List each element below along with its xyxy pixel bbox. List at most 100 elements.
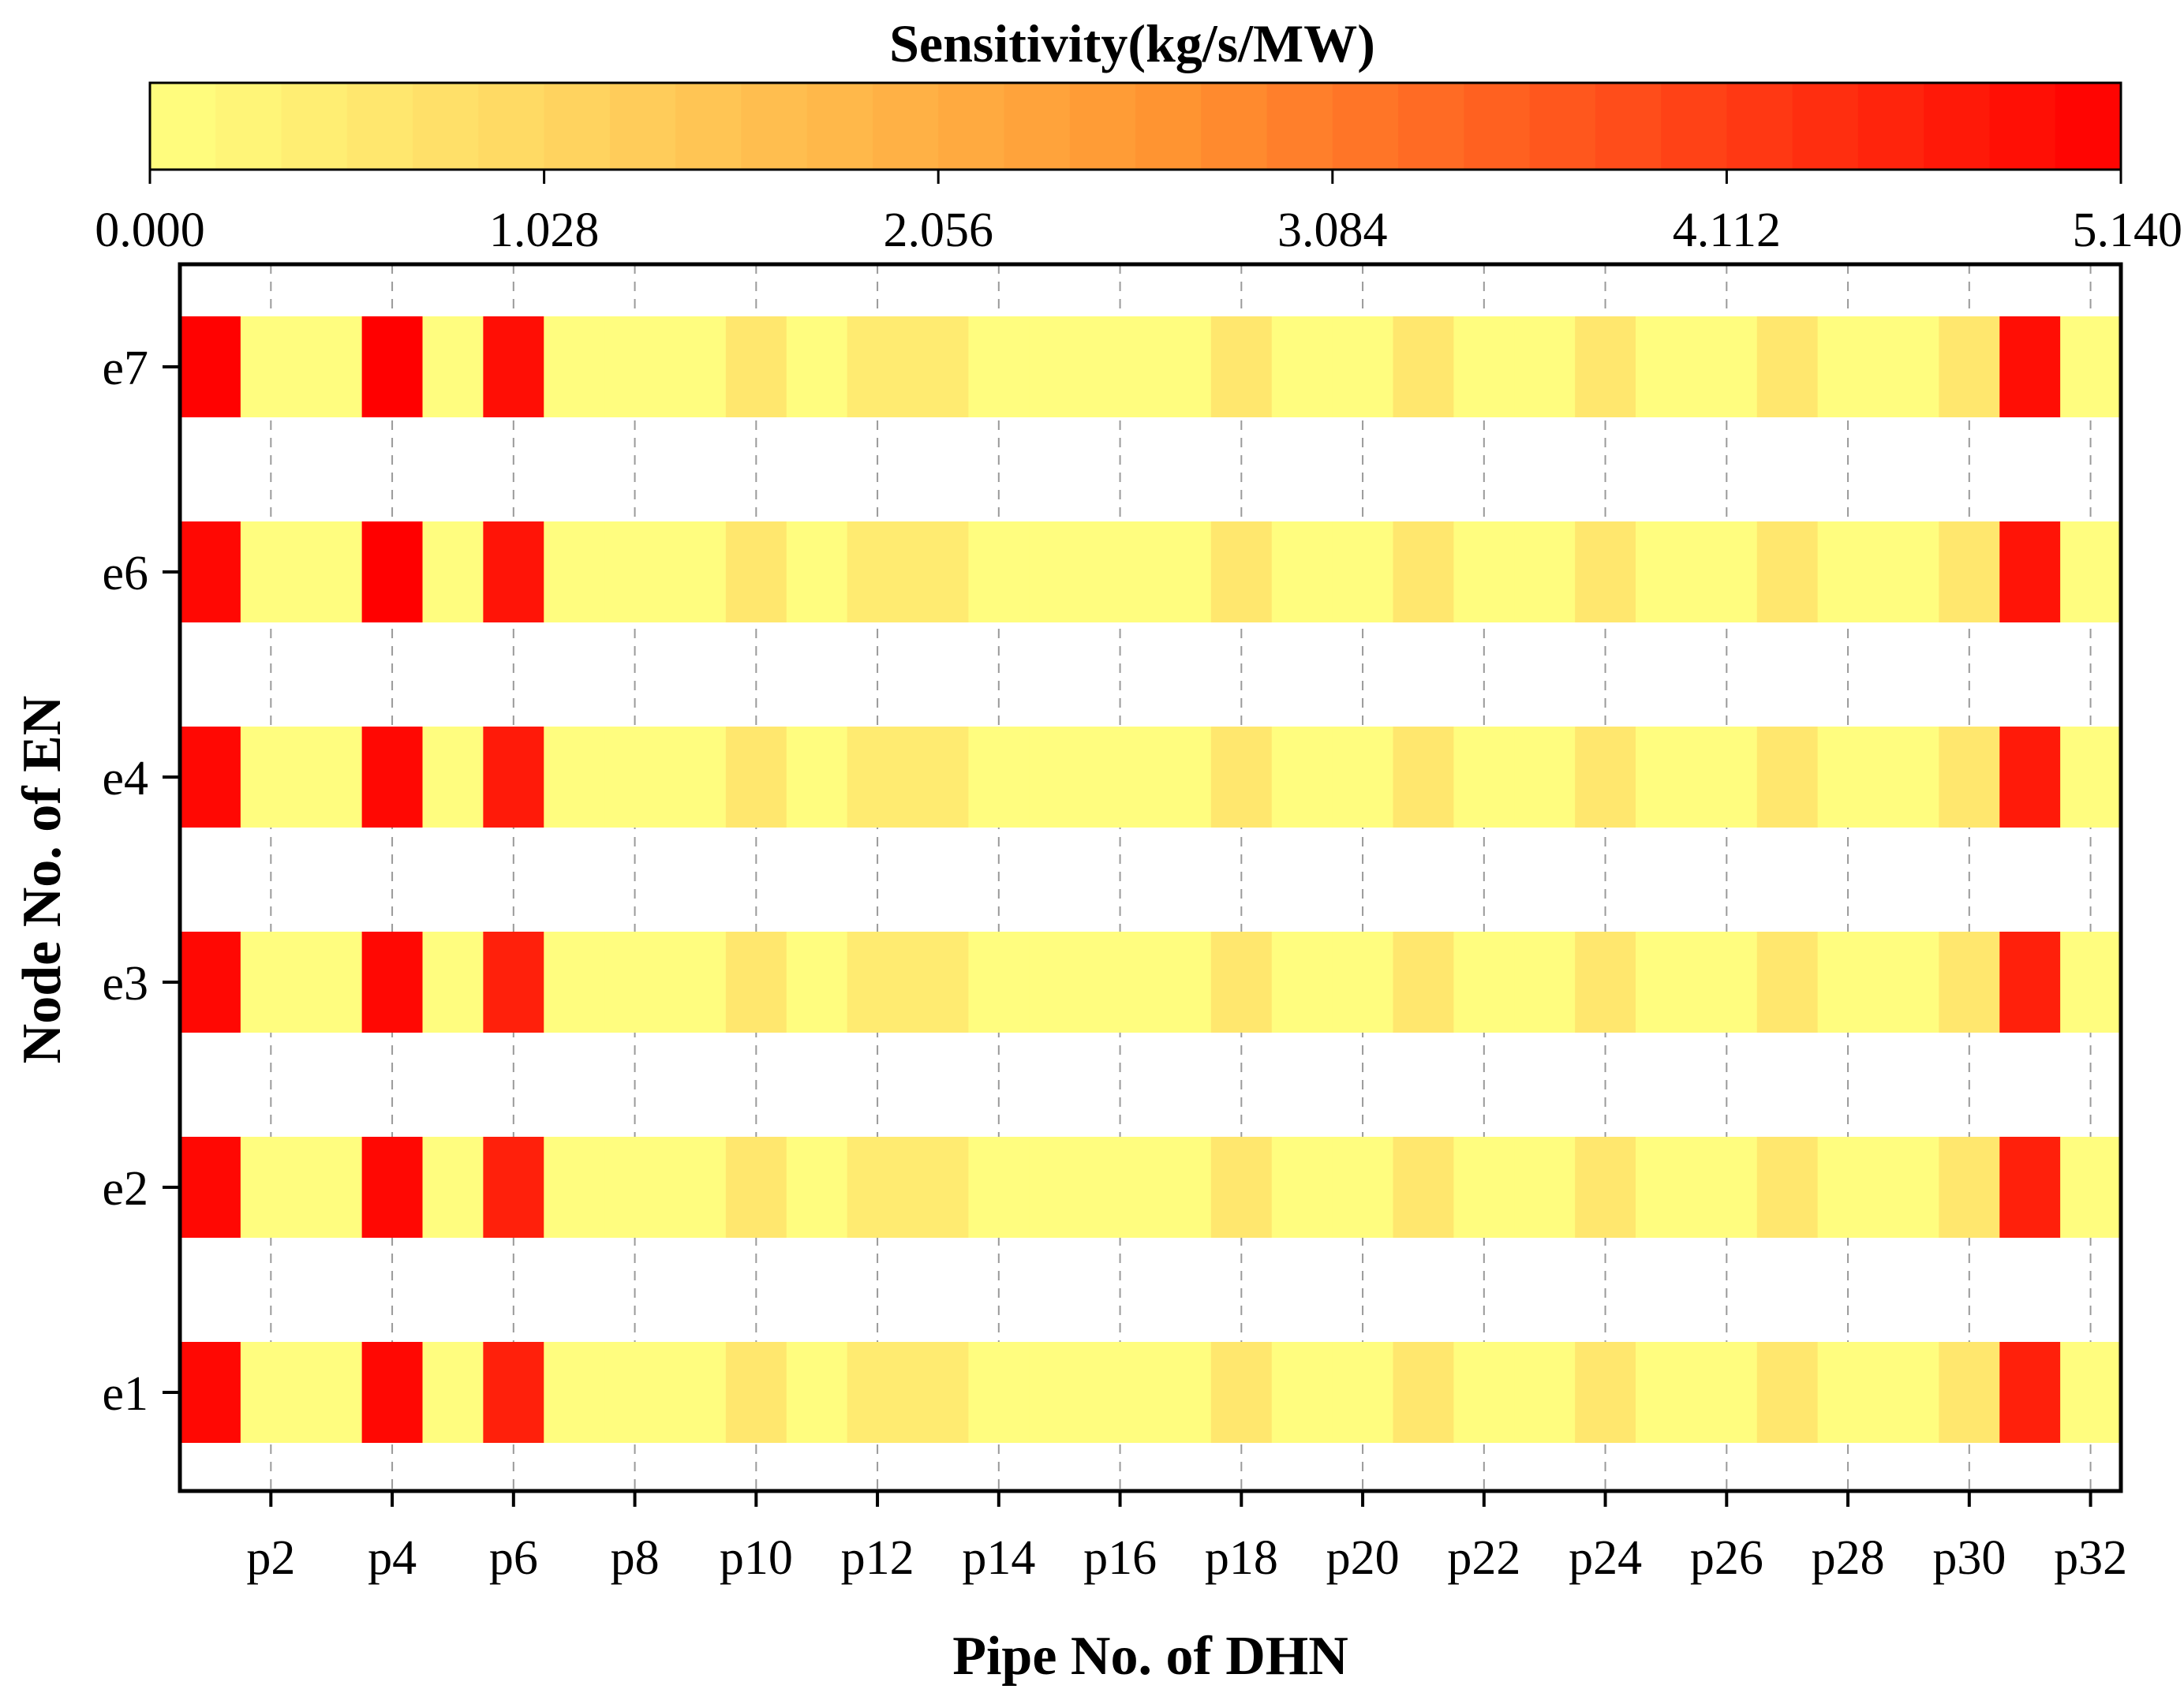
heatmap-cell-e6-p26: [1696, 521, 1758, 622]
heatmap-cell-e6-p32: [2060, 521, 2122, 622]
heatmap-cell-e3-p8: [604, 932, 666, 1033]
heatmap-cell-e6-p8: [604, 521, 666, 622]
heatmap-cell-e4-p25: [1636, 727, 1697, 828]
heatmap-cell-e1-p31: [1999, 1342, 2061, 1443]
heatmap-cell-e1-p27: [1756, 1342, 1819, 1443]
heatmap-cell-e7-p28: [1817, 316, 1879, 417]
colorbar-tick-label: 0.000: [95, 204, 205, 257]
heatmap-cell-e1-p23: [1514, 1342, 1576, 1443]
heatmap-cell-e7-p21: [1393, 316, 1455, 417]
heatmap-cell-e7-p8: [604, 316, 666, 417]
y-tick-label: e1: [102, 1367, 148, 1421]
heatmap-cell-e3-p16: [1090, 932, 1151, 1033]
heatmap-cell-e4-p2: [240, 727, 302, 828]
heatmap-cell-e2-p32: [2060, 1137, 2122, 1238]
colorbar-segment: [1857, 83, 1924, 170]
colorbar-segment: [1529, 83, 1596, 170]
grid-lines: [270, 264, 2092, 1491]
heatmap-cell-e1-p21: [1393, 1342, 1455, 1443]
heatmap-cell-e7-p15: [1029, 316, 1090, 417]
heatmap-cell-e1-p4: [361, 1342, 424, 1443]
heatmap-cell-e4-p24: [1575, 727, 1636, 828]
heatmap-cell-e1-p13: [907, 1342, 970, 1443]
heatmap-cell-e4-p26: [1696, 727, 1758, 828]
x-tick-label: p12: [841, 1531, 914, 1585]
colorbar-segment: [1069, 83, 1136, 170]
colorbar-tick-label: 5.140: [2073, 204, 2183, 257]
x-tick-label: p2: [246, 1531, 295, 1585]
plot-frame: [178, 262, 2123, 1493]
heatmap-cell-e1-p5: [422, 1342, 484, 1443]
heatmap-cell-e7-p29: [1878, 316, 1940, 417]
colorbar-segment: [544, 83, 611, 170]
heatmap-cell-e1-p3: [301, 1342, 363, 1443]
y-tick-label: e4: [102, 752, 148, 805]
heatmap-cell-e4-p14: [968, 727, 1030, 828]
heatmap-cell-e1-p6: [483, 1342, 545, 1443]
heatmap-cell-e4-p11: [786, 727, 848, 828]
heatmap-cell-e4-p27: [1756, 727, 1819, 828]
heatmap-cell-e2-p3: [301, 1137, 363, 1238]
x-tick-label: p14: [962, 1531, 1035, 1585]
colorbar-segment: [1398, 83, 1465, 170]
colorbar-segment: [609, 83, 676, 170]
x-tick-label: p16: [1083, 1531, 1157, 1585]
x-tick-label: p22: [1447, 1531, 1520, 1585]
heatmap-cell-e7-p23: [1514, 316, 1576, 417]
heatmap-cell-e1-p8: [604, 1342, 666, 1443]
colorbar-segment: [215, 83, 282, 170]
heatmap-cell-e3-p11: [786, 932, 848, 1033]
heatmap-cell-e1-p9: [665, 1342, 727, 1443]
colorbar-title: Sensitivity(kg/s/MW): [889, 13, 1375, 73]
heatmap-cell-e7-p13: [907, 316, 970, 417]
heatmap-cell-e3-p21: [1393, 932, 1455, 1033]
heatmap-cell-e1-p17: [1150, 1342, 1212, 1443]
heatmap-cell-e6-p17: [1150, 521, 1212, 622]
heatmap-cell-e1-p15: [1029, 1342, 1090, 1443]
heatmap-cell-e6-p12: [847, 521, 909, 622]
heatmap-cell-e2-p5: [422, 1137, 484, 1238]
heatmap-cell-e6-p20: [1332, 521, 1394, 622]
heatmap-cell-e2-p17: [1150, 1137, 1212, 1238]
x-tick-label: p30: [1932, 1531, 2006, 1585]
heatmap-cell-e2-p10: [725, 1137, 787, 1238]
heatmap-cell-e2-p4: [361, 1137, 424, 1238]
x-tick-label: p26: [1690, 1531, 1763, 1585]
heatmap-cell-e3-p25: [1636, 932, 1697, 1033]
heatmap-cell-e7-p6: [483, 316, 545, 417]
heatmap-cell-e1-p14: [968, 1342, 1030, 1443]
heatmap-cell-e1-p32: [2060, 1342, 2122, 1443]
heatmap-cell-e6-p25: [1636, 521, 1697, 622]
heatmap-cell-e1-p16: [1090, 1342, 1151, 1443]
colorbar-segment: [1792, 83, 1859, 170]
heatmap-cell-e2-p20: [1332, 1137, 1394, 1238]
heatmap-cell-e1-p28: [1817, 1342, 1879, 1443]
colorbar-segment: [1595, 83, 1662, 170]
colorbar-segment: [1266, 83, 1333, 170]
heatmap-cell-e2-p14: [968, 1137, 1030, 1238]
heatmap-cell-e3-p17: [1150, 932, 1212, 1033]
heatmap-cell-e7-p17: [1150, 316, 1212, 417]
heatmap-cell-e3-p1: [180, 932, 241, 1033]
heatmap-cell-e4-p9: [665, 727, 727, 828]
heatmap-cell-e7-p12: [847, 316, 909, 417]
colorbar-segment: [1726, 83, 1793, 170]
heatmap-cell-e3-p29: [1878, 932, 1940, 1033]
x-axis-label: Pipe No. of DHN: [952, 1626, 1348, 1687]
heatmap-cell-e3-p4: [361, 932, 424, 1033]
heatmap-cell-e6-p24: [1575, 521, 1636, 622]
heatmap-cell-e7-p20: [1332, 316, 1394, 417]
colorbar-segment: [675, 83, 742, 170]
heatmap-cell-e7-p14: [968, 316, 1030, 417]
colorbar-segment: [741, 83, 808, 170]
heatmap-cell-e6-p19: [1271, 521, 1333, 622]
heatmap-cell-e6-p11: [786, 521, 848, 622]
x-tick-label: p4: [368, 1531, 417, 1585]
heatmap-cell-e3-p6: [483, 932, 545, 1033]
heatmap-cell-e7-p10: [725, 316, 787, 417]
heatmap-cell-e2-p7: [544, 1137, 605, 1238]
heatmap-cell-e6-p1: [180, 521, 241, 622]
heatmap-cell-e6-p22: [1453, 521, 1516, 622]
heatmap-cell-e1-p22: [1453, 1342, 1516, 1443]
